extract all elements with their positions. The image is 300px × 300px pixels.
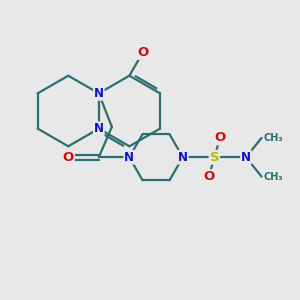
- Text: O: O: [137, 46, 148, 59]
- Text: O: O: [214, 131, 226, 144]
- Text: S: S: [210, 151, 219, 164]
- Text: N: N: [94, 87, 104, 100]
- Text: O: O: [203, 170, 214, 183]
- Text: N: N: [178, 151, 188, 164]
- Text: N: N: [241, 151, 251, 164]
- Text: N: N: [124, 151, 134, 164]
- Text: N: N: [94, 122, 104, 135]
- Text: O: O: [63, 151, 74, 164]
- Text: CH₃: CH₃: [263, 133, 283, 143]
- Text: CH₃: CH₃: [263, 172, 283, 182]
